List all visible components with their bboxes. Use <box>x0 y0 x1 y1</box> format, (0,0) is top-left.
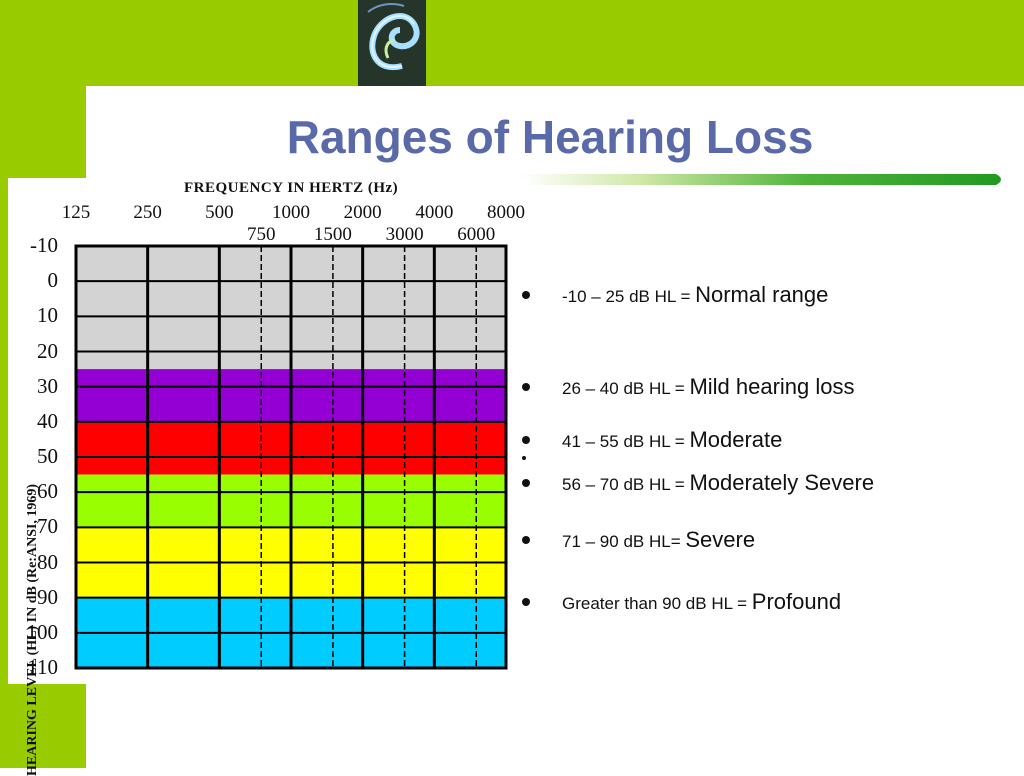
bullet-icon <box>522 479 530 487</box>
legend-category: Moderately Severe <box>689 470 875 495</box>
x-tick-label: 6000 <box>457 224 496 245</box>
x-tick-label: 8000 <box>487 202 525 223</box>
y-tick-label: 90 <box>37 584 58 609</box>
legend-category: Profound <box>751 589 842 614</box>
legend-range: Greater than 90 dB HL = <box>562 594 752 613</box>
y-tick-label: 100 <box>26 619 59 644</box>
legend-range: 71 – 90 dB HL= <box>562 532 686 551</box>
bullet-icon <box>522 436 530 444</box>
x-tick-label: 3000 <box>385 224 424 245</box>
x-tick-label: 4000 <box>415 202 454 223</box>
legend-range: -10 – 25 dB HL = <box>562 287 696 306</box>
y-tick-label: 80 <box>37 549 58 574</box>
x-tick-label: 2000 <box>343 202 382 223</box>
y-tick-label: 70 <box>37 514 58 539</box>
y-tick-label: 50 <box>37 444 58 468</box>
legend-category: Normal range <box>695 282 829 307</box>
legend-range: 56 – 70 dB HL = <box>562 475 690 494</box>
bullet-icon <box>522 291 530 299</box>
bullet-icon <box>522 536 530 544</box>
plot-frame <box>74 244 508 670</box>
audiogram-plot <box>74 244 508 670</box>
y-tick-label: 10 <box>37 303 58 328</box>
x-tick-label: 750 <box>247 224 276 245</box>
stray-bullet-dot <box>522 456 526 460</box>
y-tick-label: 110 <box>27 655 58 679</box>
bullet-icon <box>522 383 530 391</box>
x-tick-label: 1000 <box>272 202 310 223</box>
y-tick-label: 30 <box>37 373 58 398</box>
y-tick-label: 20 <box>37 338 58 363</box>
x-tick-label: 250 <box>133 202 162 223</box>
y-tick-label: 60 <box>37 479 58 504</box>
y-tick-label: 40 <box>37 408 58 433</box>
legend-category: Mild hearing loss <box>689 374 855 399</box>
y-tick-label: 0 <box>47 268 59 293</box>
bullet-icon <box>522 598 530 606</box>
legend-category: Severe <box>685 527 756 552</box>
chart-title: FREQUENCY IN HERTZ (Hz) <box>184 180 399 196</box>
x-tick-label: 1500 <box>313 224 352 245</box>
legend-range: 26 – 40 dB HL = <box>562 379 690 398</box>
ear-icon <box>358 0 426 86</box>
slide-title: Ranges of Hearing Loss <box>286 111 814 163</box>
title-underline-rule <box>520 174 1001 185</box>
audiogram-chart: FREQUENCY IN HERTZ (Hz) 125 250 500 750 1000… <box>8 178 530 776</box>
legend-range: 41 – 55 dB HL = <box>562 432 690 451</box>
x-tick-label: 500 <box>205 202 234 223</box>
top-accent-bar <box>0 0 1024 86</box>
legend-category: Moderate <box>689 427 783 452</box>
x-tick-label: 125 <box>61 202 91 223</box>
y-tick-label: -10 <box>30 233 58 257</box>
